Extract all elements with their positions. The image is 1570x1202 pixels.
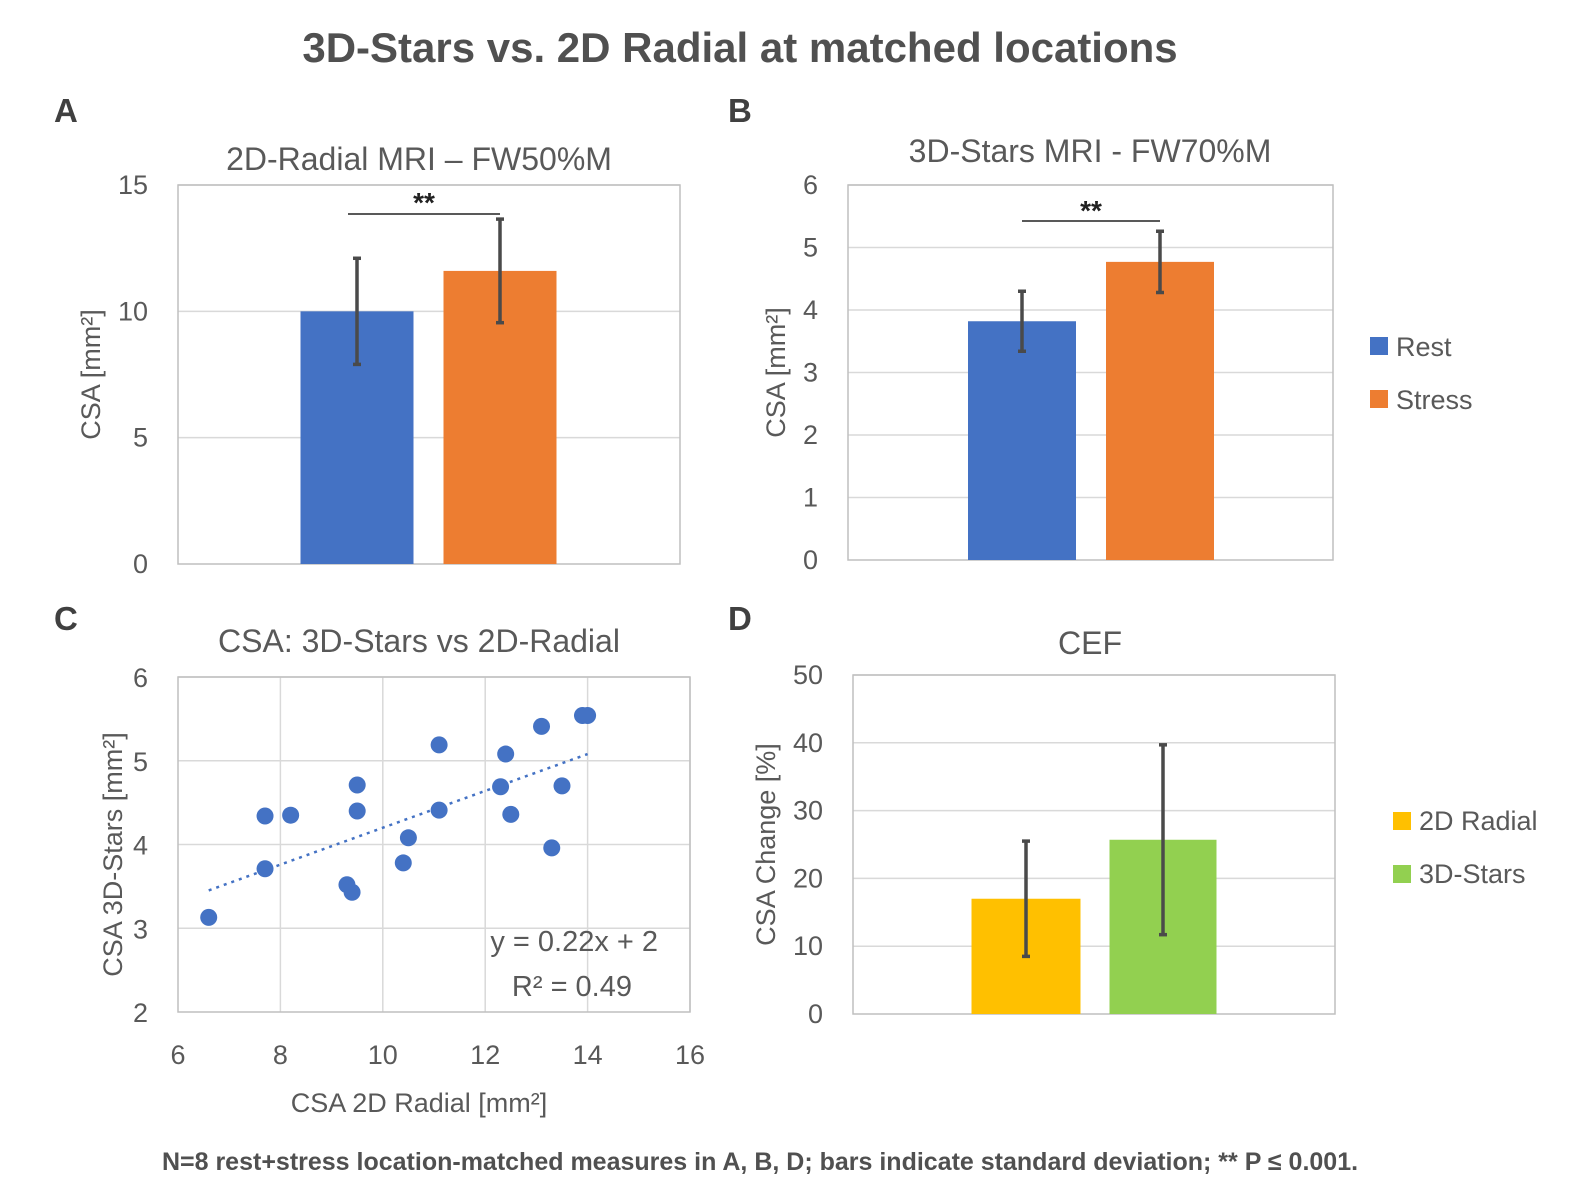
panel-c-data-point — [256, 807, 274, 825]
panel-d-plot-frame — [852, 674, 1336, 1015]
panel-d-ytick-label: 30 — [793, 796, 823, 826]
panel-c-trendline — [208, 752, 589, 892]
panel-letter-a: A — [54, 92, 78, 129]
panel-c-data-point — [394, 854, 412, 872]
panel-c-title: CSA: 3D-Stars vs 2D-Radial — [218, 623, 620, 659]
panel-d-title: CEF — [1058, 625, 1122, 661]
panel-c-data-point — [399, 829, 417, 847]
panel-d-y-axis-label: CSA Change [%] — [751, 743, 781, 946]
panel-d-ytick-label: 20 — [793, 863, 823, 893]
panel-c-data-point — [200, 908, 218, 926]
panel-c-xtick-label: 12 — [470, 1040, 500, 1070]
panel-c-data-point — [256, 860, 274, 878]
panel-a-error-bar-rest — [353, 256, 361, 367]
panel-b-plot-frame — [847, 184, 1334, 561]
panel-c-xtick-label: 8 — [273, 1040, 288, 1070]
panel-b-error-bar-stress — [1156, 229, 1164, 295]
panel-b-title: 3D-Stars MRI - FW70%M — [909, 133, 1272, 169]
panel-c-data-point — [430, 736, 448, 754]
legend-swatch-2d-radial — [1393, 812, 1411, 830]
panel-d-ytick-label: 40 — [793, 728, 823, 758]
panel-a-plot-frame — [177, 184, 681, 565]
panel-c-data-point — [343, 883, 361, 901]
panel-c-ytick-label: 2 — [133, 998, 148, 1028]
panel-c-ytick-label: 6 — [133, 663, 148, 693]
panel-a-y-axis-label: CSA [mm²] — [76, 309, 106, 440]
panel-c-xtick-label: 10 — [368, 1040, 398, 1070]
panel-a-ytick-label: 15 — [118, 170, 148, 200]
panel-c-r-squared: R² = 0.49 — [512, 971, 632, 1003]
panel-c-plot-frame — [177, 676, 691, 1013]
figure-footnote: N=8 rest+stress location-matched measure… — [162, 1148, 1358, 1176]
panel-c-ytick-label: 4 — [133, 831, 148, 861]
panel-a-significance-label: ** — [413, 187, 435, 218]
legend-label-rest: Rest — [1396, 332, 1452, 362]
legend-label-2d-radial: 2D Radial — [1419, 806, 1538, 836]
panel-b-ytick-label: 1 — [803, 483, 818, 513]
legend-label-stress: Stress — [1396, 385, 1473, 415]
panel-letter-c: C — [54, 600, 78, 637]
panel-c-regression-equation: y = 0.22x + 2 — [490, 926, 658, 958]
panel-c-data-point — [579, 707, 597, 725]
panel-c-data-point — [282, 806, 300, 824]
panel-b-ytick-label: 2 — [803, 420, 818, 450]
panel-b-ytick-label: 6 — [803, 170, 818, 200]
legend-rest-stress: Rest Stress — [1370, 332, 1473, 415]
panel-a-chart: 0 5 10 15 ** 2D-Radial MRI – FW50%M CSA [mm²] — [76, 141, 681, 579]
legend-swatch-stress — [1370, 390, 1388, 408]
panel-c-data-point — [430, 801, 448, 819]
panel-d-ytick-label: 10 — [793, 931, 823, 961]
panel-b-ytick-label: 3 — [803, 358, 818, 388]
panel-b-y-axis-label: CSA [mm²] — [761, 307, 791, 438]
panel-c-data-point — [533, 717, 551, 735]
panel-b-error-bar-rest — [1018, 289, 1026, 353]
panel-d-ytick-label: 50 — [793, 660, 823, 690]
panel-b-ytick-label: 5 — [803, 233, 818, 263]
legend-label-3d-stars: 3D-Stars — [1419, 859, 1526, 889]
panel-c-y-axis-label: CSA 3D-Stars [mm²] — [98, 732, 128, 977]
panel-c-xtick-label: 6 — [170, 1040, 185, 1070]
panel-b-ytick-label: 0 — [803, 545, 818, 575]
panel-letter-b: B — [728, 92, 752, 129]
panel-b-bar-rest — [968, 321, 1076, 560]
panel-a-title: 2D-Radial MRI – FW50%M — [226, 141, 612, 177]
panel-c-chart: 6 8 10 12 14 16 2 3 4 5 6 y = 0.22x + 2 R² = 0.49 CSA… — [98, 623, 705, 1118]
legend-swatch-rest — [1370, 337, 1388, 355]
panel-a-ytick-label: 5 — [133, 423, 148, 453]
panel-d-chart: 0 10 20 30 40 50 CEF CSA Change [%] — [751, 625, 1336, 1029]
panel-c-x-axis-label: CSA 2D Radial [mm²] — [291, 1088, 548, 1118]
panel-c-data-point — [497, 745, 515, 763]
panel-d-error-bar-2d-radial — [1022, 839, 1030, 959]
panel-c-ytick-label: 5 — [133, 747, 148, 777]
legend-swatch-3d-stars — [1393, 865, 1411, 883]
panel-b-chart: 0 1 2 3 4 5 6 ** 3D-Stars MRI - FW70%M CSA [mm²] — [761, 133, 1334, 575]
panel-c-xtick-label: 16 — [675, 1040, 705, 1070]
panel-c-data-point — [348, 776, 366, 794]
panel-letter-d: D — [728, 600, 752, 637]
panel-c-xtick-label: 14 — [573, 1040, 603, 1070]
panel-d-error-bar-3d-stars — [1159, 743, 1167, 937]
panel-b-bar-stress — [1106, 261, 1214, 560]
panel-c-data-point — [502, 805, 520, 823]
legend-cef: 2D Radial 3D-Stars — [1393, 806, 1538, 889]
panel-b-ytick-label: 4 — [803, 295, 818, 325]
figure-title: 3D-Stars vs. 2D Radial at matched locati… — [302, 24, 1177, 71]
panel-c-data-point — [553, 777, 571, 795]
panel-a-error-bar-stress — [496, 217, 504, 325]
panel-c-ytick-label: 3 — [133, 914, 148, 944]
panel-d-ytick-label: 0 — [808, 999, 823, 1029]
panel-b-significance-label: ** — [1080, 195, 1102, 226]
panel-a-ytick-label: 10 — [118, 296, 148, 326]
panel-a-ytick-label: 0 — [133, 549, 148, 579]
panel-c-data-point — [348, 802, 366, 820]
panel-c-data-point — [543, 839, 561, 857]
panel-c-data-point — [492, 778, 510, 796]
